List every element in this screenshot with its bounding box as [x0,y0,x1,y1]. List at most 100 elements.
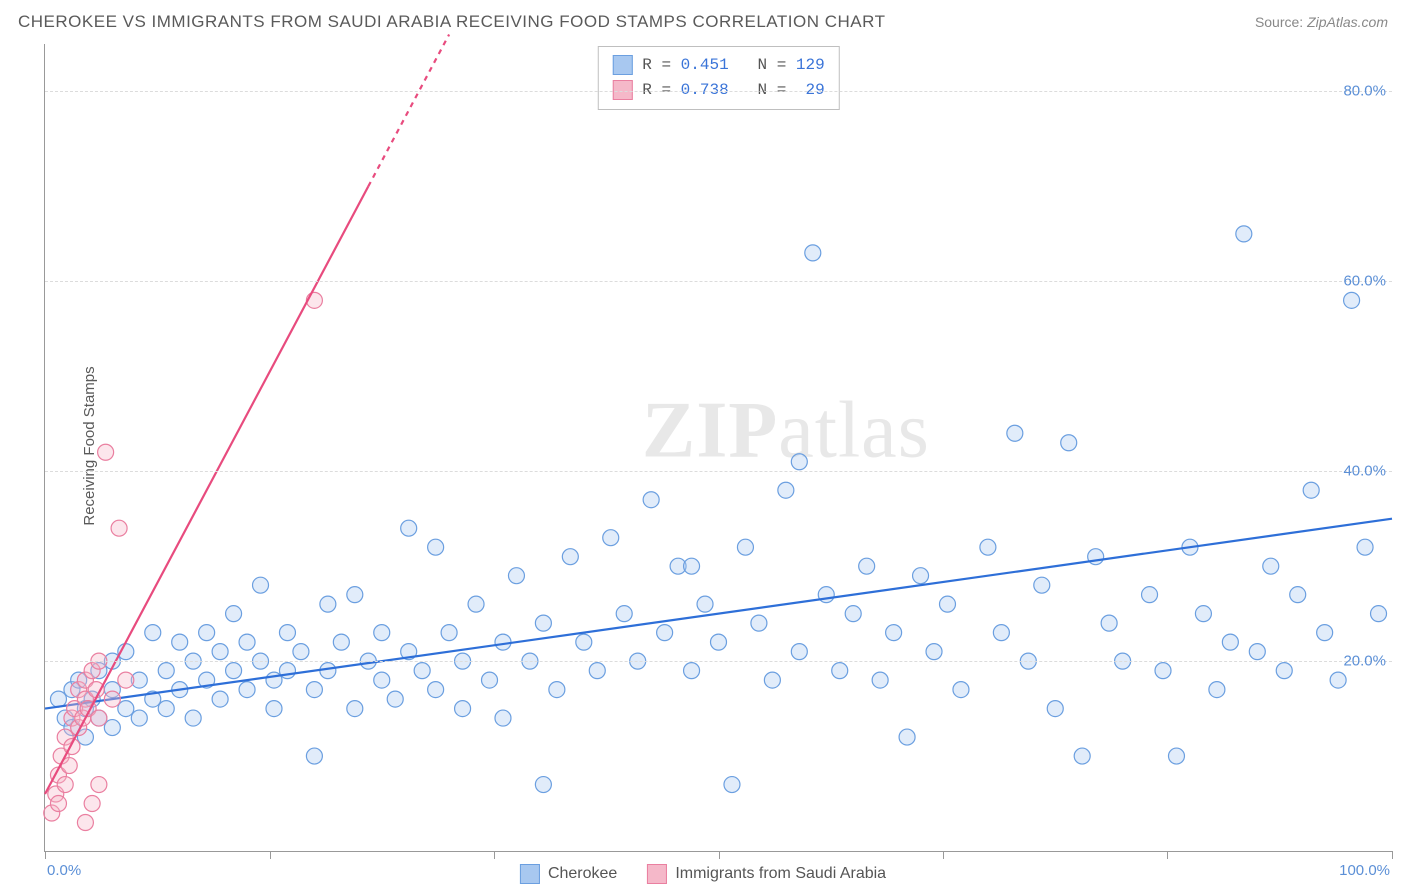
trend-line [45,186,368,794]
data-point [239,682,255,698]
legend-stats: R = 0.451 N = 129 [642,53,824,78]
data-point [764,672,780,688]
data-point [737,539,753,555]
legend-row: R = 0.451 N = 129 [612,53,824,78]
x-tick [719,851,720,859]
data-point [347,701,363,717]
plot-container: ZIPatlas R = 0.451 N = 129R = 0.738 N = … [44,44,1392,852]
data-point [226,663,242,679]
data-point [684,663,700,679]
data-point [495,710,511,726]
x-tick [270,851,271,859]
data-point [832,663,848,679]
data-point [1276,663,1292,679]
data-point [953,682,969,698]
legend-label: Immigrants from Saudi Arabia [675,865,886,883]
data-point [482,672,498,688]
data-point [1263,558,1279,574]
data-point [57,777,73,793]
data-point [185,710,201,726]
data-point [1344,292,1360,308]
data-point [886,625,902,641]
data-point [616,606,632,622]
legend-row: R = 0.738 N = 29 [612,78,824,103]
data-point [535,777,551,793]
data-point [468,596,484,612]
data-point [320,596,336,612]
data-point [428,682,444,698]
data-point [226,606,242,622]
data-point [1074,748,1090,764]
gridline [45,661,1392,662]
legend-swatch [612,55,632,75]
legend-item: Cherokee [520,864,617,884]
x-tick [494,851,495,859]
data-point [253,577,269,593]
source-label: Source: [1255,14,1303,30]
data-point [684,558,700,574]
data-point [239,634,255,650]
y-tick-label: 20.0% [1343,653,1386,670]
data-point [1195,606,1211,622]
data-point [111,520,127,536]
legend-item: Immigrants from Saudi Arabia [647,864,886,884]
data-point [993,625,1009,641]
data-point [1357,539,1373,555]
data-point [414,663,430,679]
data-point [158,701,174,717]
data-point [333,634,349,650]
chart-header: CHEROKEE VS IMMIGRANTS FROM SAUDI ARABIA… [18,12,1388,32]
data-point [306,748,322,764]
data-point [104,720,120,736]
data-point [118,672,134,688]
data-point [1222,634,1238,650]
x-tick-label: 0.0% [47,862,81,879]
data-point [603,530,619,546]
data-point [131,710,147,726]
gridline [45,281,1392,282]
data-point [199,625,215,641]
data-point [455,701,471,717]
data-point [347,587,363,603]
data-point [212,644,228,660]
data-point [104,691,120,707]
data-point [1249,644,1265,660]
data-point [589,663,605,679]
data-point [1330,672,1346,688]
legend-label: Cherokee [548,865,617,883]
data-point [374,625,390,641]
series-legend: Cherokee Immigrants from Saudi Arabia [520,864,886,884]
data-point [791,454,807,470]
data-point [1047,701,1063,717]
data-point [91,710,107,726]
data-point [1236,226,1252,242]
data-point [212,691,228,707]
data-point [50,796,66,812]
data-point [145,625,161,641]
data-point [697,596,713,612]
gridline [45,91,1392,92]
data-point [1168,748,1184,764]
chart-title: CHEROKEE VS IMMIGRANTS FROM SAUDI ARABIA… [18,12,885,32]
data-point [926,644,942,660]
trend-line [368,35,449,187]
x-tick [943,851,944,859]
data-point [913,568,929,584]
data-point [899,729,915,745]
legend-swatch [520,864,540,884]
data-point [172,634,188,650]
data-point [805,245,821,261]
source-name: ZipAtlas.com [1307,14,1388,30]
data-point [791,644,807,660]
data-point [1303,482,1319,498]
data-point [428,539,444,555]
data-point [1061,435,1077,451]
data-point [778,482,794,498]
data-point [1155,663,1171,679]
correlation-legend: R = 0.451 N = 129R = 0.738 N = 29 [597,46,839,110]
data-point [657,625,673,641]
data-point [98,444,114,460]
data-point [401,520,417,536]
x-tick [1392,851,1393,859]
legend-stats: R = 0.738 N = 29 [642,78,824,103]
